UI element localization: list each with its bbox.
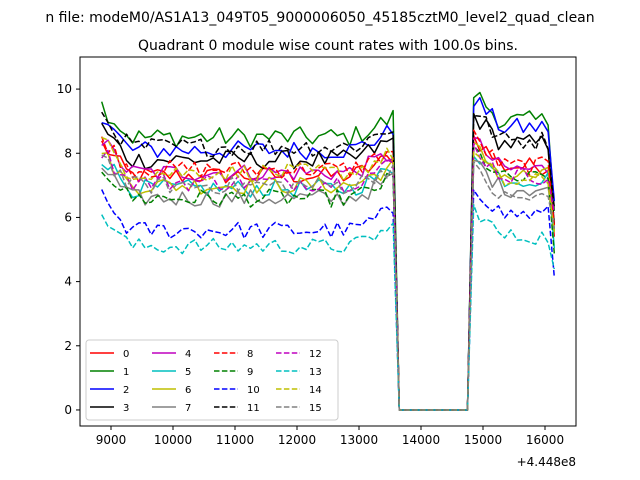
- legend-label-12: 12: [309, 349, 322, 360]
- legend-label-2: 2: [123, 385, 129, 396]
- legend-label-14: 14: [309, 385, 322, 396]
- series-line-9: [101, 145, 556, 411]
- legend-label-15: 15: [309, 403, 322, 414]
- y-tick-label: 8: [64, 146, 72, 160]
- series-line-13: [101, 204, 556, 411]
- series-line-11: [101, 111, 556, 411]
- legend-box: [85, 339, 339, 421]
- x-tick-label: 10000: [154, 433, 192, 447]
- series-line-1: [100, 91, 556, 411]
- chart-title: Quadrant 0 module wise count rates with …: [138, 38, 518, 54]
- x-tick-label: 16000: [526, 433, 564, 447]
- series-line-14: [101, 136, 556, 411]
- series-line-8: [100, 129, 556, 411]
- x-tick-label: 15000: [464, 433, 502, 447]
- legend-label-7: 7: [185, 403, 191, 414]
- legend-label-9: 9: [247, 367, 253, 378]
- legend-label-6: 6: [185, 385, 191, 396]
- legend-label-4: 4: [185, 349, 191, 360]
- legend-label-8: 8: [247, 349, 253, 360]
- x-tick-label: 12000: [278, 433, 316, 447]
- y-tick-label: 6: [64, 210, 72, 224]
- series-line-10: [101, 189, 556, 411]
- plot-lines: [100, 91, 556, 411]
- y-tick-label: 2: [64, 339, 72, 353]
- legend-label-11: 11: [247, 403, 260, 414]
- legend-label-3: 3: [123, 403, 129, 414]
- x-axis: 9000 10000 11000 12000 13000 14000 15000 16000: [96, 426, 564, 447]
- legend-label-10: 10: [247, 385, 260, 396]
- y-tick-label: 10: [57, 82, 72, 96]
- legend-label-1: 1: [123, 367, 129, 378]
- x-offset-label: +4.448e8: [517, 455, 576, 469]
- plot-frame: [79, 56, 577, 427]
- x-tick-label: 13000: [340, 433, 378, 447]
- legend-label-13: 13: [309, 367, 322, 378]
- series-line-12: [101, 142, 556, 411]
- x-tick-label: 14000: [402, 433, 440, 447]
- figure-suptitle: n file: modeM0/AS1A13_049T05_9000006050_…: [45, 10, 594, 26]
- y-tick-label: 4: [64, 275, 72, 289]
- x-tick-label: 9000: [96, 433, 127, 447]
- legend-label-5: 5: [185, 367, 191, 378]
- series-line-2: [101, 96, 556, 411]
- y-tick-label: 0: [64, 403, 72, 417]
- y-axis: 0 2 4 6 8 10: [57, 82, 80, 417]
- legend-label-0: 0: [123, 349, 129, 360]
- x-tick-label: 11000: [216, 433, 254, 447]
- series-line-15: [101, 154, 556, 411]
